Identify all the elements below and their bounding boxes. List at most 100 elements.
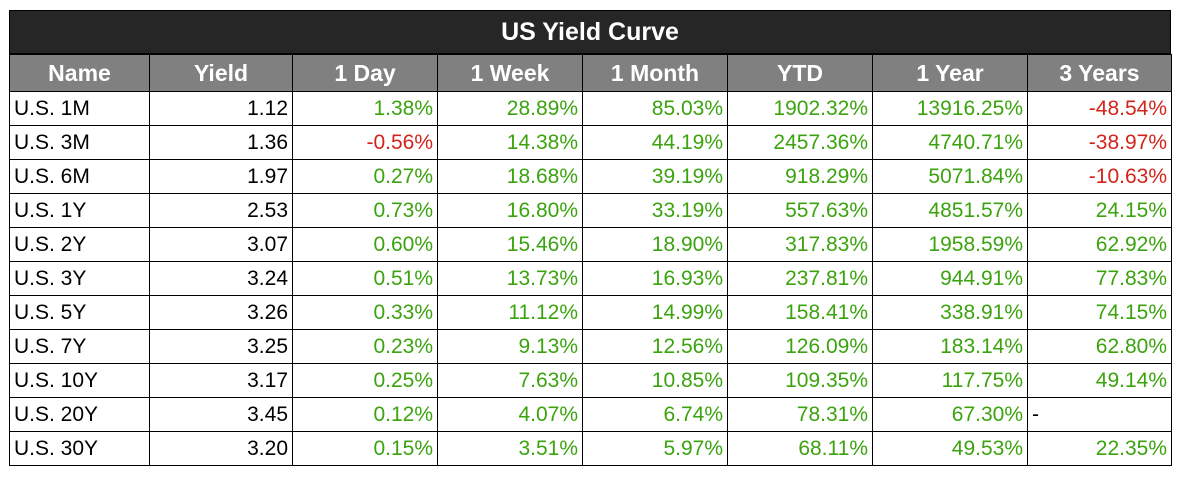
change-cell: 5.97%	[582, 431, 728, 466]
change-cell: 126.09%	[727, 329, 873, 364]
change-cell: -	[1027, 397, 1172, 432]
table-header: Name Yield 1 Day 1 Week 1 Month YTD 1 Ye…	[9, 54, 1172, 92]
change-cell: 16.80%	[437, 193, 583, 228]
yield-cell: 3.24	[149, 261, 293, 296]
yield-cell: 3.17	[149, 363, 293, 398]
change-cell: 5071.84%	[872, 159, 1028, 194]
yield-cell: 3.07	[149, 227, 293, 262]
column-header-1-year: 1 Year	[872, 54, 1028, 92]
row-name-cell: U.S. 30Y	[9, 431, 150, 466]
table-row: U.S. 5Y 3.26 0.33% 11.12% 14.99% 158.41% 338.9…	[9, 295, 1172, 330]
change-cell: 44.19%	[582, 125, 728, 160]
change-cell: 2457.36%	[727, 125, 873, 160]
table-body: U.S. 1M 1.12 1.38% 28.89% 85.03% 1902.32% 1391…	[9, 91, 1172, 466]
change-cell: 1.38%	[292, 91, 438, 126]
yield-cell: 3.26	[149, 295, 293, 330]
column-header-3-years: 3 Years	[1027, 54, 1172, 92]
change-cell: 18.68%	[437, 159, 583, 194]
yield-cell: 1.36	[149, 125, 293, 160]
table-row: U.S. 3Y 3.24 0.51% 13.73% 16.93% 237.81% 944.9…	[9, 261, 1172, 296]
change-cell: 16.93%	[582, 261, 728, 296]
header-row: Name Yield 1 Day 1 Week 1 Month YTD 1 Ye…	[9, 54, 1172, 92]
column-header-1-day: 1 Day	[292, 54, 438, 92]
change-cell: 4740.71%	[872, 125, 1028, 160]
change-cell: 12.56%	[582, 329, 728, 364]
change-cell: 158.41%	[727, 295, 873, 330]
change-cell: 49.14%	[1027, 363, 1172, 398]
table-row: U.S. 20Y 3.45 0.12% 4.07% 6.74% 78.31% 67.30% -	[9, 397, 1172, 432]
row-name-cell: U.S. 3Y	[9, 261, 150, 296]
row-name-cell: U.S. 3M	[9, 125, 150, 160]
change-cell: 338.91%	[872, 295, 1028, 330]
change-cell: 0.23%	[292, 329, 438, 364]
change-cell: -0.56%	[292, 125, 438, 160]
table-row: U.S. 7Y 3.25 0.23% 9.13% 12.56% 126.09% 183.14…	[9, 329, 1172, 364]
change-cell: 0.27%	[292, 159, 438, 194]
row-name-cell: U.S. 5Y	[9, 295, 150, 330]
row-name-cell: U.S. 10Y	[9, 363, 150, 398]
column-header-1-week: 1 Week	[437, 54, 583, 92]
change-cell: 14.38%	[437, 125, 583, 160]
change-cell: 918.29%	[727, 159, 873, 194]
change-cell: 1902.32%	[727, 91, 873, 126]
change-cell: -48.54%	[1027, 91, 1172, 126]
change-cell: 39.19%	[582, 159, 728, 194]
change-cell: 15.46%	[437, 227, 583, 262]
change-cell: 0.25%	[292, 363, 438, 398]
change-cell: 4851.57%	[872, 193, 1028, 228]
column-header-1-month: 1 Month	[582, 54, 728, 92]
change-cell: 24.15%	[1027, 193, 1172, 228]
change-cell: 33.19%	[582, 193, 728, 228]
table-row: U.S. 2Y 3.07 0.60% 15.46% 18.90% 317.83% 1958.…	[9, 227, 1172, 262]
table-row: U.S. 6M 1.97 0.27% 18.68% 39.19% 918.29% 5071.…	[9, 159, 1172, 194]
change-cell: 4.07%	[437, 397, 583, 432]
yield-cell: 3.25	[149, 329, 293, 364]
change-cell: 49.53%	[872, 431, 1028, 466]
change-cell: 3.51%	[437, 431, 583, 466]
table-title: US Yield Curve	[9, 10, 1171, 54]
change-cell: 117.75%	[872, 363, 1028, 398]
change-cell: 1958.59%	[872, 227, 1028, 262]
table-row: U.S. 3M 1.36 -0.56% 14.38% 44.19% 2457.36% 474…	[9, 125, 1172, 160]
change-cell: 74.15%	[1027, 295, 1172, 330]
yield-curve-table-container: US Yield Curve Name Yield 1 Day 1 Week 1…	[9, 10, 1172, 466]
row-name-cell: U.S. 7Y	[9, 329, 150, 364]
change-cell: 944.91%	[872, 261, 1028, 296]
change-cell: 78.31%	[727, 397, 873, 432]
row-name-cell: U.S. 20Y	[9, 397, 150, 432]
change-cell: 237.81%	[727, 261, 873, 296]
change-cell: 13916.25%	[872, 91, 1028, 126]
yield-cell: 1.12	[149, 91, 293, 126]
change-cell: 13.73%	[437, 261, 583, 296]
change-cell: 10.85%	[582, 363, 728, 398]
change-cell: 85.03%	[582, 91, 728, 126]
column-header-yield: Yield	[149, 54, 293, 92]
yield-cell: 3.20	[149, 431, 293, 466]
row-name-cell: U.S. 6M	[9, 159, 150, 194]
column-header-ytd: YTD	[727, 54, 873, 92]
change-cell: -10.63%	[1027, 159, 1172, 194]
change-cell: 0.51%	[292, 261, 438, 296]
change-cell: 11.12%	[437, 295, 583, 330]
change-cell: 28.89%	[437, 91, 583, 126]
change-cell: 68.11%	[727, 431, 873, 466]
yield-table: Name Yield 1 Day 1 Week 1 Month YTD 1 Ye…	[9, 54, 1172, 466]
change-cell: 6.74%	[582, 397, 728, 432]
change-cell: 7.63%	[437, 363, 583, 398]
change-cell: 22.35%	[1027, 431, 1172, 466]
row-name-cell: U.S. 2Y	[9, 227, 150, 262]
yield-cell: 1.97	[149, 159, 293, 194]
change-cell: 0.73%	[292, 193, 438, 228]
column-header-name: Name	[9, 54, 150, 92]
row-name-cell: U.S. 1M	[9, 91, 150, 126]
change-cell: 18.90%	[582, 227, 728, 262]
change-cell: 62.80%	[1027, 329, 1172, 364]
change-cell: 77.83%	[1027, 261, 1172, 296]
row-name-cell: U.S. 1Y	[9, 193, 150, 228]
change-cell: 0.33%	[292, 295, 438, 330]
change-cell: 62.92%	[1027, 227, 1172, 262]
change-cell: 9.13%	[437, 329, 583, 364]
yield-cell: 3.45	[149, 397, 293, 432]
table-row: U.S. 1Y 2.53 0.73% 16.80% 33.19% 557.63% 4851.…	[9, 193, 1172, 228]
change-cell: -38.97%	[1027, 125, 1172, 160]
